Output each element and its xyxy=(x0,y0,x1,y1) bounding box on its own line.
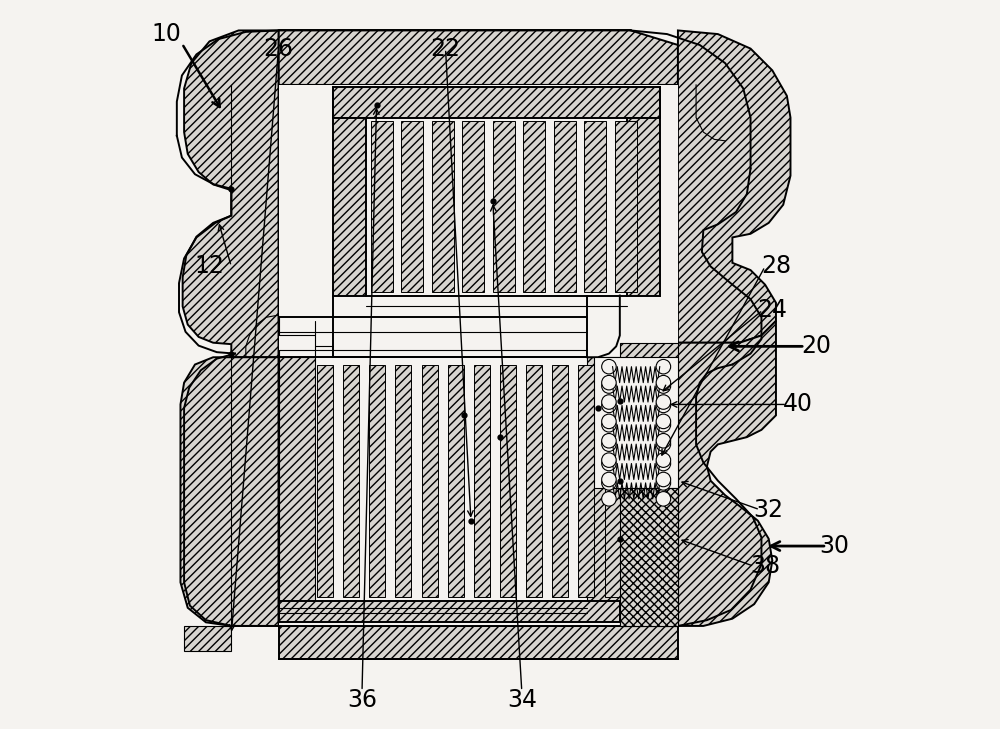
Polygon shape xyxy=(371,121,393,292)
Circle shape xyxy=(602,475,616,490)
Text: 30: 30 xyxy=(819,534,849,558)
Circle shape xyxy=(602,359,616,374)
Polygon shape xyxy=(279,357,315,601)
Polygon shape xyxy=(678,31,790,343)
Circle shape xyxy=(602,395,616,409)
Polygon shape xyxy=(462,121,484,292)
Polygon shape xyxy=(448,364,464,597)
Polygon shape xyxy=(500,364,516,597)
Polygon shape xyxy=(401,121,423,292)
Circle shape xyxy=(602,437,616,451)
Circle shape xyxy=(602,453,616,467)
Text: 12: 12 xyxy=(195,254,224,278)
Circle shape xyxy=(656,472,671,487)
Polygon shape xyxy=(395,364,411,597)
Polygon shape xyxy=(678,321,776,626)
Polygon shape xyxy=(279,295,587,357)
Polygon shape xyxy=(627,117,660,295)
Polygon shape xyxy=(615,121,637,292)
Text: 36: 36 xyxy=(347,688,377,712)
Polygon shape xyxy=(369,364,385,597)
Circle shape xyxy=(656,434,671,448)
Polygon shape xyxy=(333,87,660,117)
Polygon shape xyxy=(279,85,678,626)
Polygon shape xyxy=(180,357,279,626)
Polygon shape xyxy=(584,121,606,292)
Polygon shape xyxy=(587,357,620,601)
Text: 38: 38 xyxy=(750,554,780,578)
Text: 24: 24 xyxy=(757,298,787,322)
Polygon shape xyxy=(605,364,621,597)
Circle shape xyxy=(656,375,671,390)
Polygon shape xyxy=(333,117,366,295)
Polygon shape xyxy=(422,364,438,597)
Polygon shape xyxy=(279,626,678,658)
Circle shape xyxy=(602,398,616,413)
Polygon shape xyxy=(526,364,542,597)
Circle shape xyxy=(656,456,671,471)
Circle shape xyxy=(656,379,671,394)
Polygon shape xyxy=(279,31,678,85)
Polygon shape xyxy=(493,121,515,292)
Circle shape xyxy=(656,453,671,467)
Text: 32: 32 xyxy=(754,498,784,522)
Text: 26: 26 xyxy=(264,36,294,61)
Circle shape xyxy=(602,379,616,394)
Polygon shape xyxy=(620,488,678,626)
Text: 34: 34 xyxy=(507,688,537,712)
Text: 40: 40 xyxy=(783,392,813,416)
Circle shape xyxy=(656,491,671,506)
Polygon shape xyxy=(432,121,454,292)
Circle shape xyxy=(602,375,616,390)
Polygon shape xyxy=(317,364,333,597)
Polygon shape xyxy=(594,357,678,488)
Polygon shape xyxy=(343,364,359,597)
Polygon shape xyxy=(631,364,647,597)
Polygon shape xyxy=(523,121,545,292)
Circle shape xyxy=(656,398,671,413)
Circle shape xyxy=(656,414,671,429)
Text: 20: 20 xyxy=(801,335,831,359)
Text: 10: 10 xyxy=(151,22,181,46)
Polygon shape xyxy=(184,626,231,651)
Circle shape xyxy=(656,437,671,451)
Circle shape xyxy=(602,491,616,506)
Polygon shape xyxy=(183,31,279,357)
Polygon shape xyxy=(554,121,576,292)
Circle shape xyxy=(656,418,671,432)
Polygon shape xyxy=(620,343,678,626)
Circle shape xyxy=(602,414,616,429)
Polygon shape xyxy=(552,364,568,597)
Circle shape xyxy=(656,395,671,409)
Text: 28: 28 xyxy=(761,254,791,278)
Circle shape xyxy=(656,359,671,374)
Circle shape xyxy=(656,475,671,490)
Circle shape xyxy=(602,434,616,448)
Polygon shape xyxy=(578,364,594,597)
Circle shape xyxy=(602,456,616,471)
Circle shape xyxy=(602,472,616,487)
Polygon shape xyxy=(279,601,620,623)
Text: 22: 22 xyxy=(431,36,461,61)
Polygon shape xyxy=(474,364,490,597)
Circle shape xyxy=(602,418,616,432)
